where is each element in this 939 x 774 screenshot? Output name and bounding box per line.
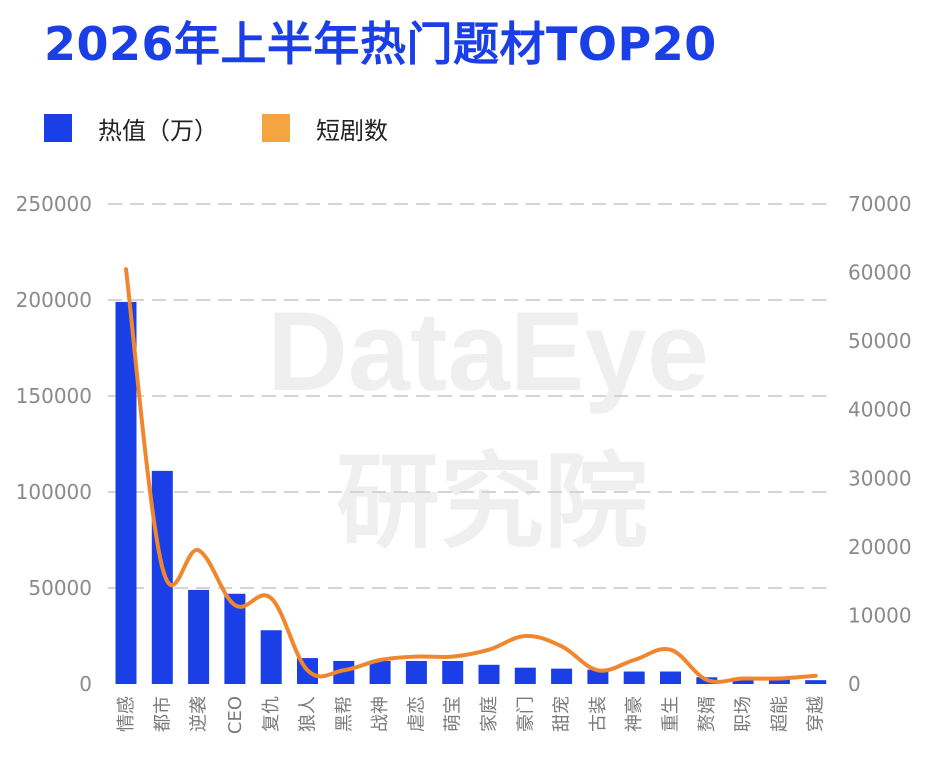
y-left-tick-label: 250000 (16, 192, 92, 216)
y-right-tick-label: 30000 (848, 466, 912, 490)
x-tick-label-CEO: CEO (225, 696, 246, 734)
x-tick-label-复仇: 复仇 (261, 696, 282, 732)
y-right-tick-label: 10000 (848, 603, 912, 627)
bar-萌宝 (442, 660, 464, 684)
bar-神豪 (623, 671, 645, 684)
x-tick-label-赘婿: 赘婿 (697, 696, 718, 732)
bar-虐恋 (405, 660, 427, 684)
legend-item-count: 短剧数 (262, 111, 388, 146)
x-tick-label-都市: 都市 (152, 696, 173, 732)
x-tick-label-狼人: 狼人 (298, 696, 319, 732)
bar-复仇 (260, 630, 282, 684)
legend: 热值（万） 短剧数 (44, 108, 432, 148)
x-tick-label-逆袭: 逆袭 (189, 696, 210, 732)
y-left-tick-label: 0 (79, 672, 92, 696)
bar-豪门 (514, 667, 536, 684)
y-right-tick-label: 0 (848, 672, 861, 696)
y-left-tick-label: 200000 (16, 288, 92, 312)
bar-逆袭 (188, 589, 210, 684)
bar-甜宠 (551, 668, 573, 684)
x-tick-label-超能: 超能 (769, 696, 790, 732)
y-left-tick-label: 100000 (16, 480, 92, 504)
legend-item-heat: 热值（万） (44, 111, 218, 146)
bar-series (115, 301, 827, 684)
bar-职场 (732, 678, 754, 684)
watermark-text-2: 研究院 (336, 441, 648, 563)
y-axis-left: 0 50000 100000 150000 200000 250000 (16, 192, 92, 696)
watermark-text-1: DataEye (267, 289, 709, 414)
line-短剧数 (124, 267, 818, 684)
y-right-tick-label: 40000 (848, 398, 912, 422)
x-tick-label-萌宝: 萌宝 (443, 696, 464, 732)
x-tick-label-古装: 古装 (588, 696, 609, 732)
bar-黑帮 (333, 660, 355, 684)
x-tick-label-战神: 战神 (370, 696, 391, 732)
x-tick-label-神豪: 神豪 (624, 696, 645, 732)
bar-家庭 (478, 664, 500, 684)
chart-title: 2026年上半年热门题材TOP20 (44, 17, 717, 71)
legend-label-count: 短剧数 (316, 116, 388, 145)
gridlines (108, 203, 834, 589)
x-tick-label-职场: 职场 (733, 696, 754, 732)
bar-穿越 (805, 680, 827, 684)
x-tick-label-甜宠: 甜宠 (552, 696, 573, 732)
legend-swatch-count (262, 114, 290, 142)
bar-情感 (115, 301, 137, 684)
legend-swatch-heat (44, 114, 72, 142)
x-tick-label-穿越: 穿越 (806, 696, 827, 732)
y-left-tick-label: 150000 (16, 384, 92, 408)
y-right-tick-label: 70000 (848, 192, 912, 216)
bar-重生 (660, 671, 681, 684)
x-tick-label-情感: 情感 (116, 696, 137, 732)
x-axis: 情感 都市 逆袭 CEO 复仇 狼人 黑帮 战神 虐恋 萌宝 家庭 豪门 甜宠 古装 神豪 重生 赘婿 职场 超能穿… (116, 696, 827, 734)
y-right-tick-label: 60000 (848, 261, 912, 285)
bar-古装 (587, 669, 609, 684)
x-tick-label-虐恋: 虐恋 (405, 696, 427, 732)
x-tick-label-豪门: 豪门 (515, 696, 536, 732)
y-right-tick-label: 50000 (848, 329, 912, 353)
bar-CEO (224, 593, 246, 684)
x-tick-label-家庭: 家庭 (479, 696, 500, 732)
bar-都市 (151, 470, 173, 684)
y-right-tick-label: 20000 (848, 535, 912, 559)
legend-label-heat: 热值（万） (98, 116, 218, 145)
bar-战神 (369, 660, 391, 684)
y-left-tick-label: 50000 (28, 576, 92, 600)
x-tick-label-黑帮: 黑帮 (334, 696, 355, 732)
y-axis-right: 0 10000 20000 30000 40000 50000 60000 70000 (848, 192, 912, 696)
line-series (124, 267, 818, 684)
bar-超能 (768, 678, 790, 684)
x-tick-label-重生: 重生 (661, 696, 682, 732)
watermark: DataEye 研究院 (267, 289, 709, 563)
